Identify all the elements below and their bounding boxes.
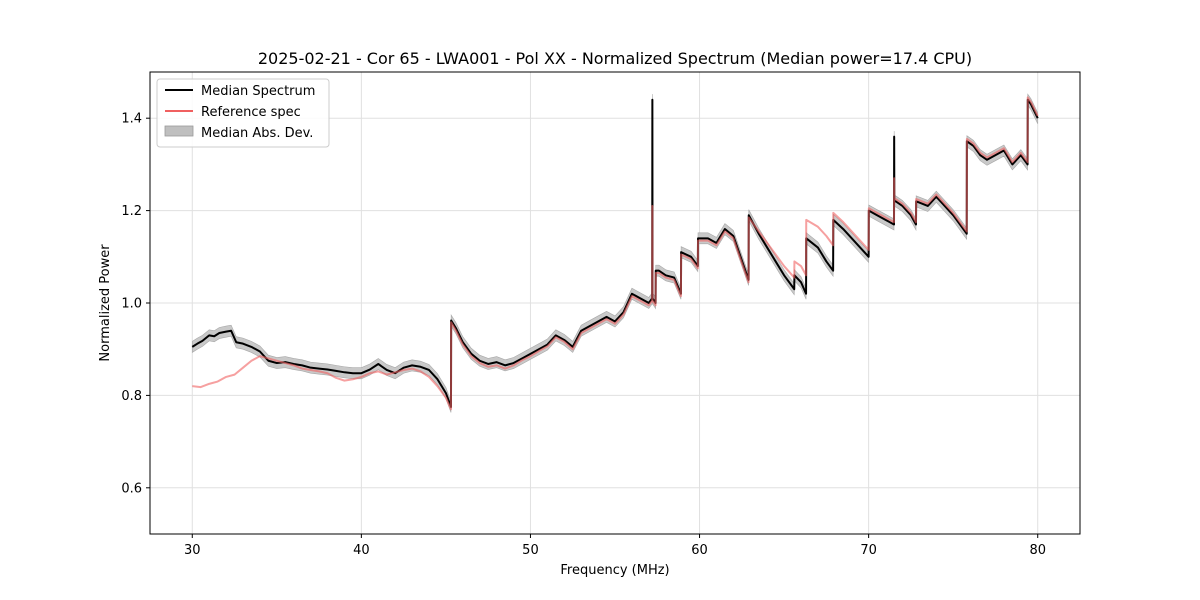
y-axis-label: Normalized Power bbox=[98, 244, 113, 362]
plot-area bbox=[191, 93, 1039, 413]
x-tick-label-4: 70 bbox=[860, 543, 877, 558]
legend: Median Spectrum Reference spec Median Ab… bbox=[156, 78, 330, 148]
median-spectrum-line bbox=[191, 98, 1039, 408]
legend-median-label: Median Spectrum bbox=[201, 84, 315, 99]
x-tick-label-3: 60 bbox=[691, 543, 708, 558]
reference-spectrum-line bbox=[192, 96, 1039, 411]
y-axis: 0.6 0.8 1.0 1.2 1.4 bbox=[121, 112, 150, 496]
y-tick-label-3: 1.2 bbox=[121, 204, 142, 219]
y-tick-label-4: 1.4 bbox=[121, 112, 142, 127]
x-tick-label-2: 50 bbox=[522, 543, 539, 558]
legend-mad-label: Median Abs. Dev. bbox=[201, 126, 313, 141]
x-tick-label-1: 40 bbox=[353, 543, 370, 558]
chart-title: 2025-02-21 - Cor 65 - LWA001 - Pol XX - … bbox=[258, 49, 972, 68]
x-tick-label-0: 30 bbox=[184, 543, 201, 558]
series-layer bbox=[191, 93, 1039, 413]
y-tick-label-1: 0.8 bbox=[121, 389, 142, 404]
x-axis: 30 40 50 60 70 80 bbox=[184, 534, 1046, 558]
legend-box bbox=[156, 78, 330, 148]
legend-reference-label: Reference spec bbox=[201, 105, 301, 120]
x-axis-label: Frequency (MHz) bbox=[560, 563, 669, 578]
y-tick-label-2: 1.0 bbox=[121, 297, 142, 312]
x-tick-label-5: 80 bbox=[1029, 543, 1046, 558]
y-tick-label-0: 0.6 bbox=[121, 481, 142, 496]
legend-mad-swatch bbox=[164, 125, 194, 137]
